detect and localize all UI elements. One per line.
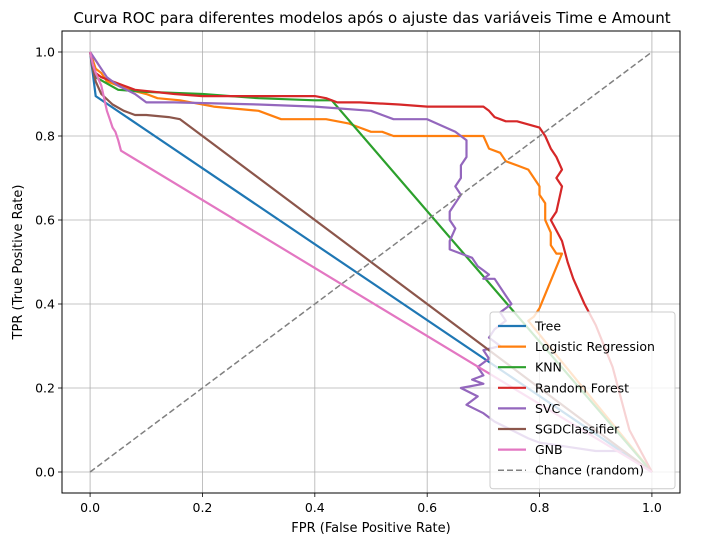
y-tick-label: 0.6 — [35, 213, 55, 228]
series-line-svc — [89, 51, 653, 473]
grid — [62, 31, 680, 493]
legend-label: SVC — [535, 401, 560, 416]
legend-label: KNN — [535, 360, 562, 375]
legend-label: Logistic Regression — [535, 339, 655, 354]
series-line-random-forest — [89, 51, 653, 473]
legend-label: Tree — [534, 319, 561, 334]
y-tick-label: 0.4 — [35, 297, 55, 312]
y-tick-label: 0.0 — [35, 465, 55, 480]
legend-label: GNB — [535, 442, 563, 457]
legend: Tree Logistic Regression KNN Random Forest S… — [489, 311, 676, 490]
plot-frame — [61, 30, 681, 494]
legend-label: SGDClassifier — [535, 422, 620, 437]
x-tick-label: 0.0 — [80, 500, 100, 515]
legend-box — [489, 311, 676, 490]
axis-ticks: 0.0 0.2 0.4 0.6 0.8 1.0 0.0 0.2 0.4 0.6 0.8 1.0 — [35, 45, 662, 516]
series-line-gnb — [89, 51, 653, 473]
series-line-knn — [89, 51, 653, 473]
x-tick-label: 0.2 — [193, 500, 213, 515]
x-tick-label: 0.4 — [305, 500, 325, 515]
x-tick-label: 0.6 — [417, 500, 437, 515]
y-tick-label: 1.0 — [35, 45, 55, 60]
y-tick-label: 0.2 — [35, 381, 55, 396]
legend-label: Random Forest — [535, 380, 629, 395]
y-axis-label: TPR (True Positive Rate) — [11, 185, 26, 341]
chart-title: Curva ROC para diferentes modelos após o… — [73, 9, 670, 27]
y-tick-label: 0.8 — [35, 129, 55, 144]
x-tick-label: 1.0 — [642, 500, 662, 515]
legend-label: Chance (random) — [535, 463, 644, 478]
x-tick-label: 0.8 — [530, 500, 550, 515]
x-axis-label: FPR (False Positive Rate) — [291, 521, 450, 536]
series-line-sgdclassifier — [89, 51, 653, 473]
series-lines — [89, 51, 653, 473]
